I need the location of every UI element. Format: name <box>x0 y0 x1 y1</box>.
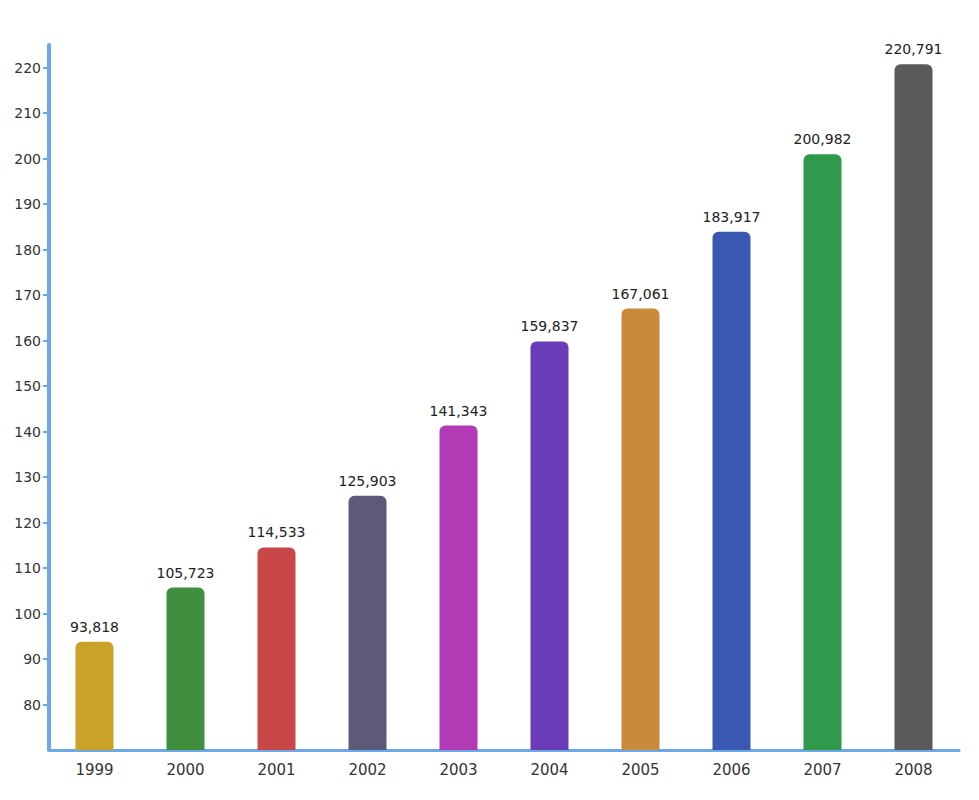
svg-text:100: 100 <box>14 606 41 622</box>
svg-text:80: 80 <box>23 697 41 713</box>
svg-text:2000: 2000 <box>166 761 204 779</box>
svg-text:167,061: 167,061 <box>612 286 670 302</box>
svg-text:2008: 2008 <box>894 761 932 779</box>
svg-text:220,791: 220,791 <box>885 41 943 57</box>
svg-text:110: 110 <box>14 560 41 576</box>
svg-text:180: 180 <box>14 242 41 258</box>
svg-text:140: 140 <box>14 424 41 440</box>
svg-text:220: 220 <box>14 60 41 76</box>
svg-text:2006: 2006 <box>712 761 750 779</box>
svg-text:114,533: 114,533 <box>248 524 306 540</box>
svg-text:93,818: 93,818 <box>70 619 119 635</box>
svg-text:2005: 2005 <box>621 761 659 779</box>
svg-text:1999: 1999 <box>75 761 113 779</box>
svg-text:90: 90 <box>23 651 41 667</box>
svg-text:2001: 2001 <box>257 761 295 779</box>
svg-text:190: 190 <box>14 196 41 212</box>
svg-text:160: 160 <box>14 333 41 349</box>
svg-text:2003: 2003 <box>439 761 477 779</box>
svg-text:200: 200 <box>14 151 41 167</box>
svg-text:125,903: 125,903 <box>339 473 397 489</box>
svg-text:120: 120 <box>14 515 41 531</box>
svg-text:200,982: 200,982 <box>794 131 852 147</box>
svg-text:183,917: 183,917 <box>703 209 761 225</box>
svg-text:170: 170 <box>14 287 41 303</box>
svg-text:210: 210 <box>14 105 41 121</box>
svg-text:141,343: 141,343 <box>430 403 488 419</box>
svg-text:130: 130 <box>14 469 41 485</box>
svg-text:2002: 2002 <box>348 761 386 779</box>
svg-text:105,723: 105,723 <box>157 565 215 581</box>
svg-text:2007: 2007 <box>803 761 841 779</box>
svg-text:159,837: 159,837 <box>521 318 579 334</box>
svg-text:150: 150 <box>14 378 41 394</box>
svg-text:2004: 2004 <box>530 761 568 779</box>
